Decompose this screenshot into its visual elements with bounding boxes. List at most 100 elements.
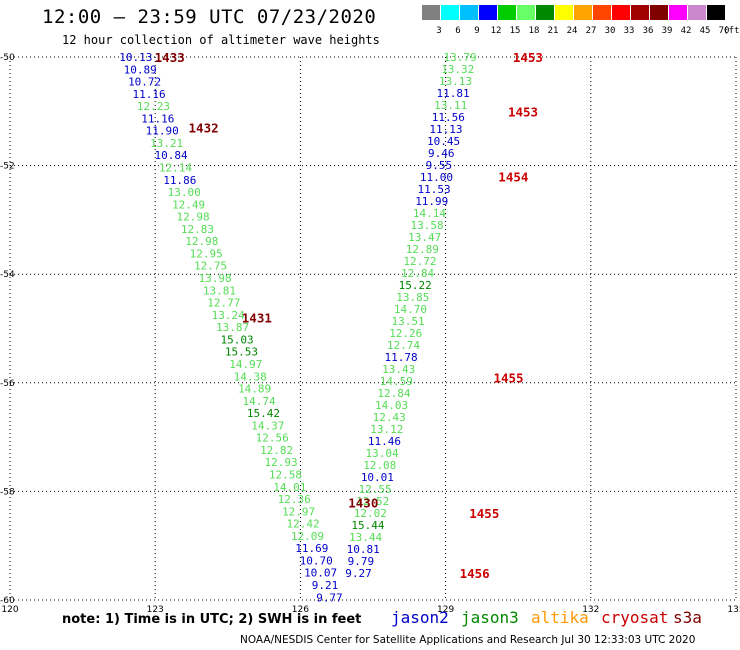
footer-credit: NOAA/NESDIS Center for Satellite Applica… xyxy=(240,634,696,646)
wave-height-value: 13.11 xyxy=(434,99,467,112)
wave-height-value: 13.00 xyxy=(168,186,201,199)
scale-swatch xyxy=(441,5,460,20)
scale-swatch xyxy=(593,5,612,20)
x-tick-label: 135 xyxy=(727,605,740,615)
wave-height-value: 9.77 xyxy=(316,591,343,604)
wave-height-value: 10.13 xyxy=(119,51,152,64)
wave-height-value: 12.97 xyxy=(282,505,315,518)
scale-label: 6 xyxy=(455,26,461,36)
wave-height-value: 11.99 xyxy=(415,195,448,208)
pass-number-label: 1431 xyxy=(242,311,272,326)
wave-height-value: 12.08 xyxy=(363,459,396,472)
wave-height-value: 14.37 xyxy=(251,419,284,432)
x-tick-label: 126 xyxy=(292,605,309,615)
scale-label: 15 xyxy=(509,26,521,36)
wave-height-value: 10.07 xyxy=(304,567,337,580)
scale-unit: (ft) xyxy=(723,26,740,36)
wave-height-value: 13.44 xyxy=(349,531,382,544)
wave-height-value: 14.74 xyxy=(242,395,275,408)
map-axes: 120 123 126 129 132 135 -50 -52 -54 -56 -58 -60 xyxy=(0,53,740,615)
scale-label: 45 xyxy=(699,26,711,36)
wave-height-value: 12.82 xyxy=(260,444,293,457)
wave-height-value: 14.38 xyxy=(234,370,267,383)
wave-height-value: 11.86 xyxy=(163,174,196,187)
y-tick-label: -60 xyxy=(0,596,15,606)
scale-swatch xyxy=(669,5,688,20)
scale-label: 24 xyxy=(566,26,578,36)
wave-height-value: 11.69 xyxy=(295,542,328,555)
pass-number-label: 1455 xyxy=(493,370,523,385)
legend-cryosat: cryosat xyxy=(601,608,669,627)
wave-height-value: 10.01 xyxy=(361,471,394,484)
wave-height-value: 11.13 xyxy=(429,123,462,136)
x-tick-label: 123 xyxy=(147,605,164,615)
wave-height-value: 9.55 xyxy=(426,159,453,172)
wave-height-value: 12.43 xyxy=(373,411,406,424)
scale-swatch xyxy=(460,5,479,20)
wave-height-value: 13.87 xyxy=(216,321,249,334)
wave-height-value: 15.42 xyxy=(247,407,280,420)
wave-height-value: 13.13 xyxy=(439,75,472,88)
scale-swatch xyxy=(631,5,650,20)
wave-height-value: 11.16 xyxy=(132,88,165,101)
pass-number-label: 1455 xyxy=(469,506,499,521)
scale-label: 42 xyxy=(680,26,692,36)
wave-height-value: 12.83 xyxy=(181,223,214,236)
scale-label: 18 xyxy=(528,26,540,36)
wave-height-value: 15.03 xyxy=(220,333,253,346)
scale-label: 70 xyxy=(718,26,730,36)
wave-height-value: 11.00 xyxy=(420,171,453,184)
wave-height-value: 9.21 xyxy=(312,579,339,592)
wave-height-value: 11.16 xyxy=(141,112,174,125)
wave-height-value: 11.46 xyxy=(368,435,401,448)
wave-height-value: 13.43 xyxy=(382,363,415,376)
wave-height-value: 12.89 xyxy=(406,243,439,256)
wave-height-value: 12.09 xyxy=(291,530,324,543)
wave-height-value: 13.79 xyxy=(444,51,477,64)
wave-height-value: 12.95 xyxy=(190,247,223,260)
wave-height-value: 10.81 xyxy=(347,543,380,556)
pass-number-label: 1454 xyxy=(498,169,528,184)
scale-swatch xyxy=(574,5,593,20)
scale-label: 33 xyxy=(623,26,635,36)
wave-height-value: 14.70 xyxy=(394,303,427,316)
wave-height-value: 11.56 xyxy=(432,111,465,124)
wave-height-value: 12.84 xyxy=(401,267,434,280)
y-tick-label: -54 xyxy=(0,270,15,280)
scale-swatch xyxy=(555,5,574,20)
scale-label: 21 xyxy=(547,26,559,36)
x-tick-label: 120 xyxy=(1,605,18,615)
pass-number-label: 1453 xyxy=(508,104,538,119)
wave-height-value: 13.47 xyxy=(408,231,441,244)
legend-jason3: jason3 xyxy=(461,608,519,627)
pass-number-label: 1433 xyxy=(155,50,185,65)
scale-swatch xyxy=(422,5,441,20)
scale-label: 27 xyxy=(585,26,597,36)
wave-height-value: 15.22 xyxy=(399,279,432,292)
wave-height-value: 9.46 xyxy=(428,147,455,160)
wave-height-value: 13.81 xyxy=(203,284,236,297)
wave-height-value: 9.27 xyxy=(345,567,372,580)
wave-height-value: 12.84 xyxy=(377,387,410,400)
wave-height-value: 12.72 xyxy=(403,255,436,268)
wave-height-value: 10.84 xyxy=(154,149,187,162)
wave-height-value: 13.21 xyxy=(150,137,183,150)
wave-height-value: 14.89 xyxy=(238,383,271,396)
wave-height-value: 10.89 xyxy=(124,63,157,76)
wave-height-value: 14.14 xyxy=(413,207,446,220)
wave-height-value: 12.23 xyxy=(137,100,170,113)
wave-height-value: 14.01 xyxy=(273,481,306,494)
scale-swatch xyxy=(517,5,536,20)
legend-s3a: s3a xyxy=(673,608,702,627)
wave-height-value: 12.98 xyxy=(185,235,218,248)
scale-swatch xyxy=(707,5,726,20)
wave-height-value: 12.26 xyxy=(389,327,422,340)
wave-height-value: 12.77 xyxy=(207,297,240,310)
scale-label: 12 xyxy=(490,26,502,36)
wave-height-value: 13.04 xyxy=(366,447,399,460)
wave-height-value: 9.79 xyxy=(348,555,375,568)
wave-height-value: 10.70 xyxy=(300,554,333,567)
wave-height-value: 12.36 xyxy=(278,493,311,506)
pass-number-label: 1432 xyxy=(189,121,219,136)
